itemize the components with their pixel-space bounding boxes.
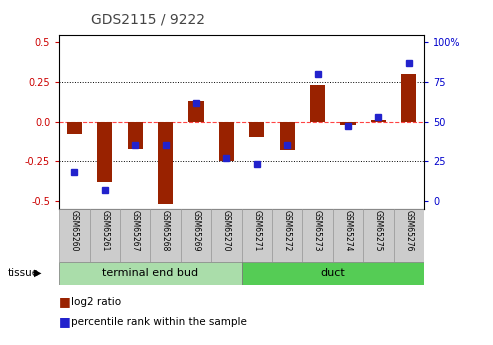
Text: GSM65273: GSM65273 (313, 210, 322, 252)
Text: GSM65276: GSM65276 (404, 210, 413, 252)
Bar (59, 209, 90, 262)
Bar (363, 209, 393, 262)
Text: GSM65260: GSM65260 (70, 210, 79, 252)
Text: ▶: ▶ (34, 268, 41, 278)
Text: ■: ■ (59, 295, 71, 308)
Text: GSM65269: GSM65269 (191, 210, 201, 252)
Text: GSM65268: GSM65268 (161, 210, 170, 252)
Bar (249, 122, 264, 137)
Bar (393, 209, 424, 262)
Text: percentile rank within the sample: percentile rank within the sample (71, 317, 247, 326)
Bar (333, 209, 363, 262)
Text: terminal end bud: terminal end bud (103, 268, 198, 278)
Text: GSM65270: GSM65270 (222, 210, 231, 252)
Bar (310, 85, 325, 122)
Bar (150, 209, 181, 262)
Bar (128, 122, 143, 149)
Bar (371, 120, 386, 122)
Text: log2 ratio: log2 ratio (71, 297, 122, 307)
Bar (67, 122, 82, 134)
Text: GSM65261: GSM65261 (100, 210, 109, 252)
Text: tissue: tissue (7, 268, 38, 278)
Bar (401, 74, 417, 122)
Bar (97, 122, 112, 182)
Text: GSM65275: GSM65275 (374, 210, 383, 252)
Bar (242, 262, 424, 285)
Text: duct: duct (320, 268, 345, 278)
Bar (59, 262, 242, 285)
Bar (219, 122, 234, 161)
Text: GSM65272: GSM65272 (282, 210, 292, 252)
Text: GSM65267: GSM65267 (131, 210, 140, 252)
Text: GSM65271: GSM65271 (252, 210, 261, 252)
Bar (158, 122, 173, 204)
Bar (280, 122, 295, 150)
Bar (340, 122, 355, 125)
Bar (272, 209, 302, 262)
Bar (302, 209, 333, 262)
Bar (242, 209, 272, 262)
Bar (181, 209, 211, 262)
Bar (120, 209, 150, 262)
Text: GSM65274: GSM65274 (344, 210, 352, 252)
Bar (188, 101, 204, 122)
Bar (211, 209, 242, 262)
Bar (90, 209, 120, 262)
Text: GDS2115 / 9222: GDS2115 / 9222 (91, 12, 205, 26)
Text: ■: ■ (59, 315, 71, 328)
